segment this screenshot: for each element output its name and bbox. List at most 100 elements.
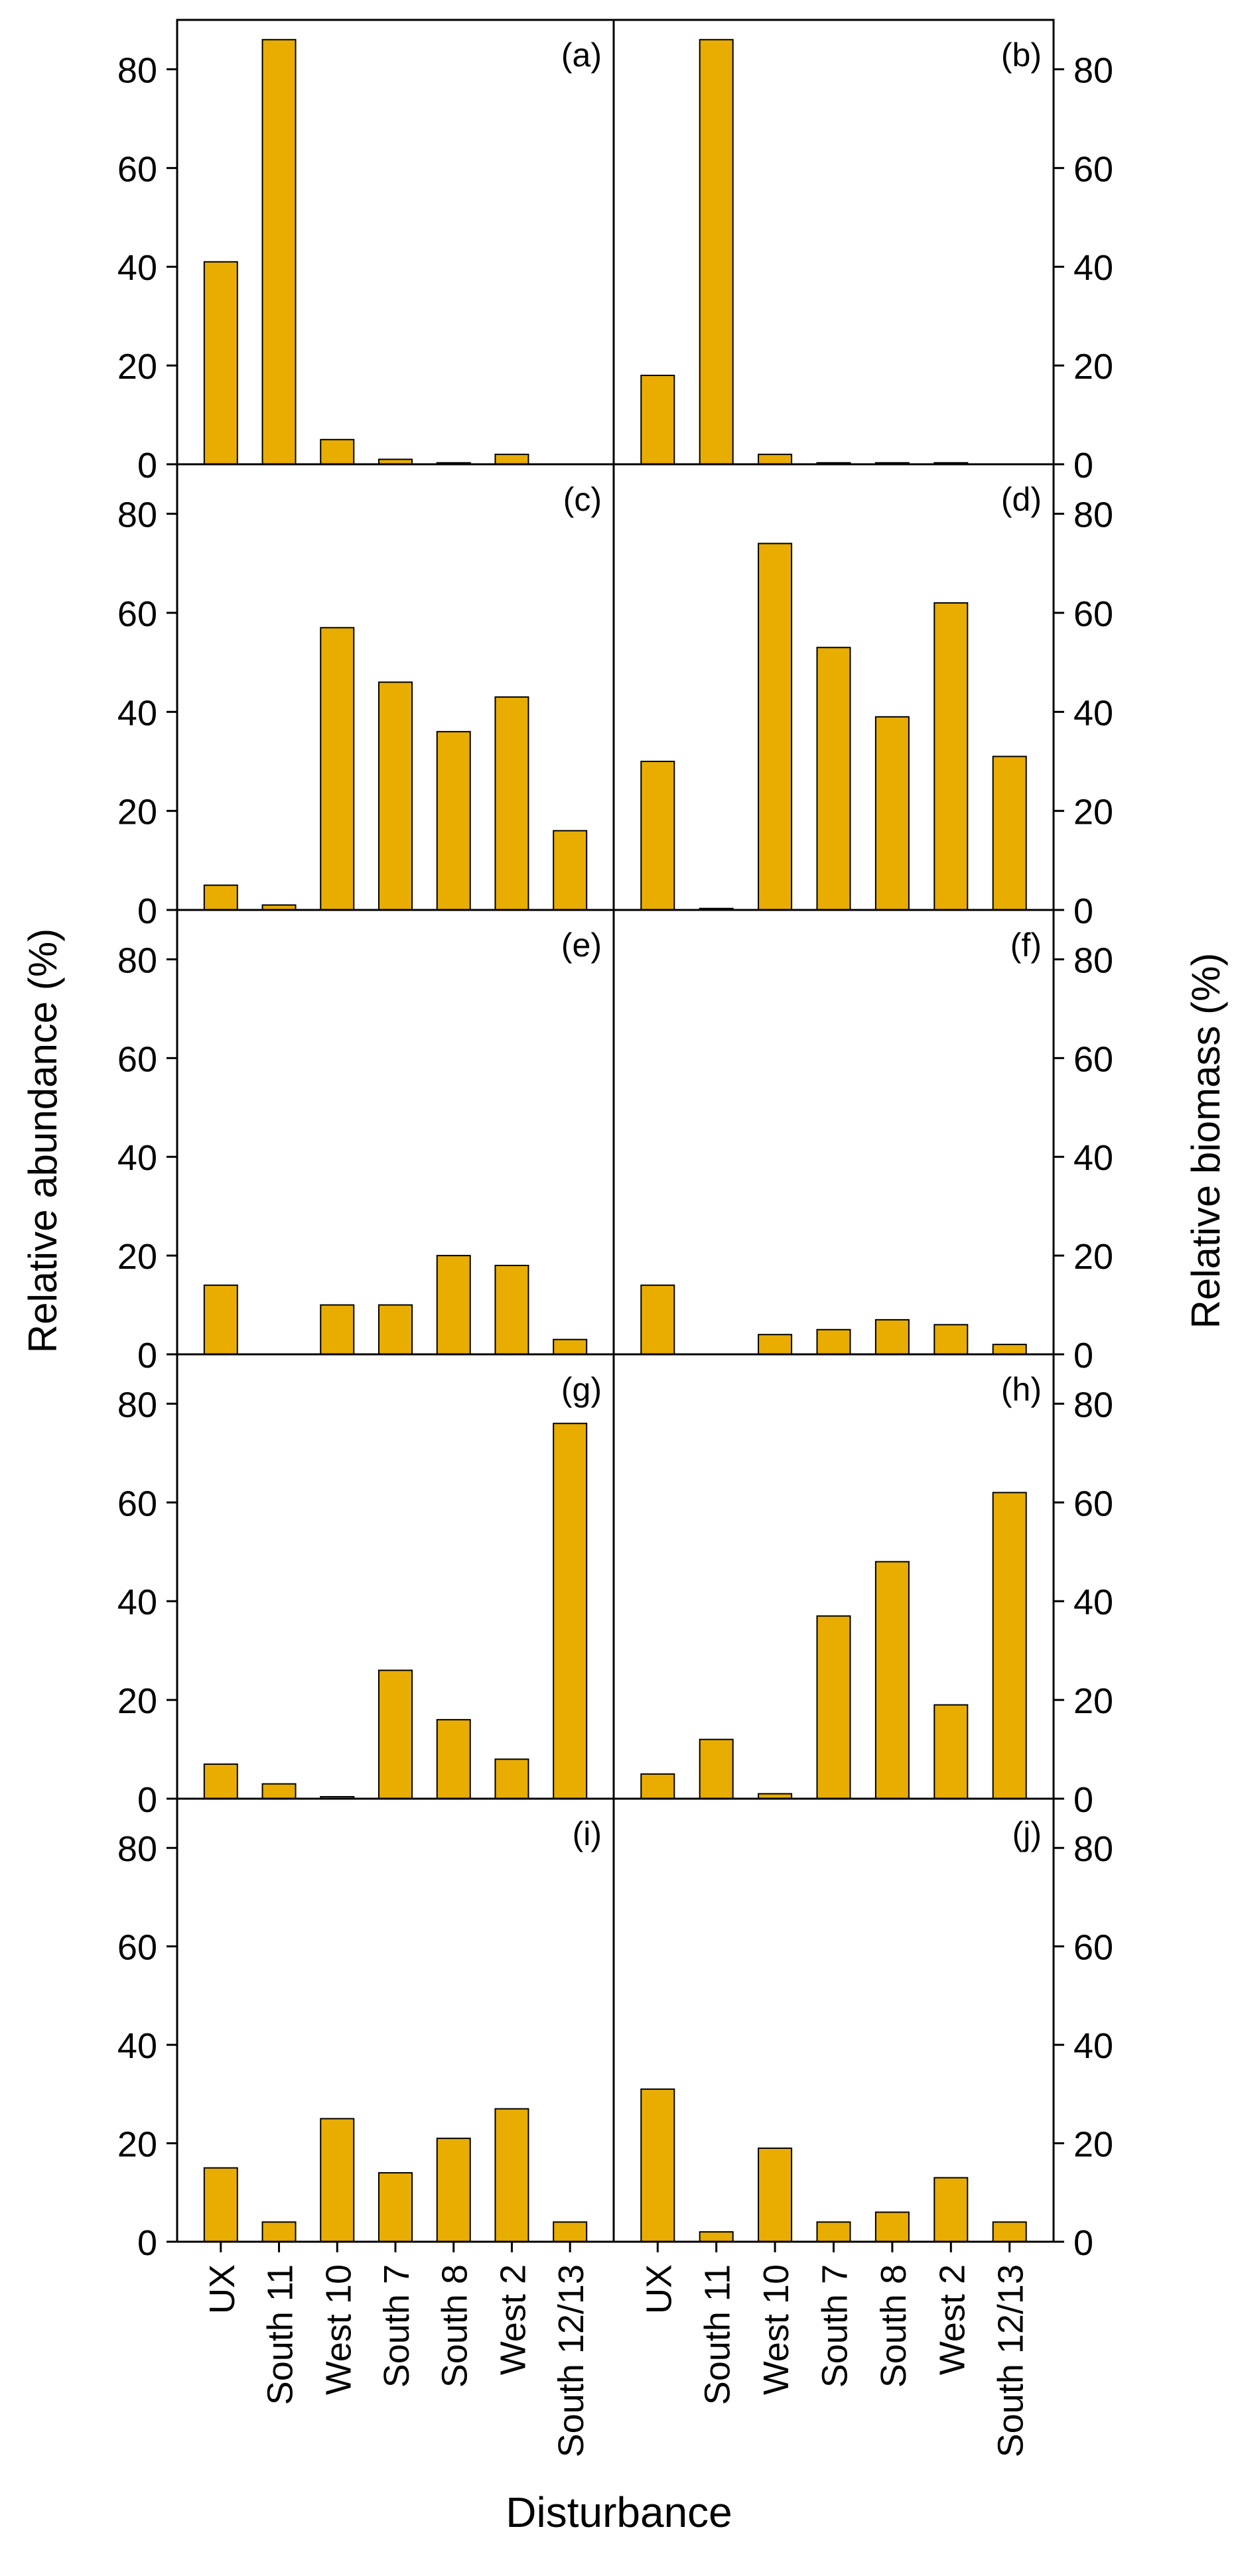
y-tick-label: 0 [1073,1336,1093,1376]
y-tick-label: 40 [117,1138,157,1178]
y-axis-label-right: Relative biomass (%) [1184,953,1228,1329]
panel-label: (e) [561,927,602,964]
panel-label: (a) [561,36,602,74]
bar-f-4 [816,1328,851,1356]
y-tick-label: 40 [117,2026,157,2066]
panel-i: 0 20 40 60 80 (i) UX South 11 West 10 South 7 Sout… [117,1797,615,2457]
bar-j-7 [992,2221,1027,2242]
bar-b-2 [699,38,734,466]
panels-group: 0 20 40 60 80 (a) 0 20 40 60 80 (b) 0 20 40 60 80 (c) 0 20 4… [117,19,1113,2457]
panel-j: 0 20 40 60 80 (j) UX South 11 West 10 South 7 Sout… [612,1797,1113,2457]
x-tick-label: South 11 [698,2264,738,2405]
y-tick-label: 20 [1073,347,1113,387]
y-tick-label: 80 [1073,495,1113,535]
bar-i-3 [320,2118,355,2242]
panel-b: 0 20 40 60 80 (b) [612,19,1113,485]
bar-g-1 [203,1763,238,1800]
bar-e-4 [378,1304,413,1355]
bar-h-6 [933,1704,969,1800]
y-tick-label: 60 [1073,149,1113,189]
y-tick-label: 20 [1073,793,1113,832]
y-tick-label: 60 [117,149,157,189]
bar-f-5 [874,1319,910,1356]
y-tick-label: 0 [137,1780,157,1820]
bar-g-4 [378,1669,413,1799]
bar-a-6 [494,454,529,465]
panel-label: (h) [1001,1371,1042,1408]
bar-d-7 [992,755,1027,911]
y-tick-label: 0 [1073,1780,1093,1820]
bar-h-5 [874,1561,910,1800]
bar-g-7 [553,1423,588,1799]
y-tick-label: 60 [1073,1484,1113,1523]
y-tick-label: 80 [117,495,157,535]
panel-frame [612,19,1055,466]
y-tick-label: 80 [117,50,157,90]
panel-label: (f) [1010,927,1042,964]
y-tick-label: 40 [1073,1138,1113,1178]
x-tick-label: South 8 [874,2264,914,2388]
y-tick-label: 0 [137,891,157,931]
x-tick-label: West 10 [756,2264,796,2395]
panel-frame [612,1797,1055,2243]
x-tick-label: South 11 [261,2264,301,2405]
x-tick-label: West 2 [493,2264,533,2375]
bar-d-5 [874,716,910,911]
x-tick-label: UX [202,2264,242,2314]
bar-g-5 [436,1718,471,1800]
bar-h-2 [699,1738,734,1800]
x-tick-label: West 2 [932,2264,972,2375]
bar-h-1 [640,1773,675,1800]
bar-j-2 [699,2231,734,2242]
y-tick-label: 0 [1073,891,1093,931]
bar-g-2 [261,1783,297,1800]
bar-d-1 [640,761,675,911]
bar-e-7 [553,1338,588,1355]
x-axis-label: Disturbance [506,2488,732,2536]
y-tick-label: 0 [1073,446,1093,485]
bar-j-6 [933,2177,969,2243]
bar-i-1 [203,2167,238,2243]
bar-j-1 [640,2088,675,2243]
y-tick-label: 20 [117,793,157,832]
y-tick-label: 80 [117,1385,157,1425]
bar-c-6 [494,696,529,911]
bar-i-2 [261,2221,297,2242]
bar-e-5 [436,1255,471,1355]
bar-f-7 [992,1344,1027,1355]
y-tick-label: 80 [117,940,157,980]
panel-h: 0 20 40 60 80 (h) [612,1353,1113,1820]
bar-j-4 [816,2221,851,2242]
bar-g-6 [494,1758,529,1799]
y-tick-label: 20 [117,1681,157,1721]
panel-e: 0 20 40 60 80 (e) [117,909,615,1376]
bar-i-4 [378,2172,413,2242]
y-tick-label: 80 [1073,50,1113,90]
y-tick-label: 0 [137,2223,157,2263]
bar-h-4 [816,1615,851,1800]
panel-c: 0 20 40 60 80 (c) [117,463,615,931]
panel-d: 0 20 40 60 80 (d) [612,463,1113,931]
y-tick-label: 20 [1073,1237,1113,1277]
y-tick-label: 40 [1073,1582,1113,1622]
x-tick-label: South 8 [435,2264,475,2388]
bar-b-3 [758,454,793,465]
bar-a-2 [261,38,297,466]
panel-frame [176,19,615,466]
bar-i-7 [553,2221,588,2242]
y-tick-label: 40 [117,248,157,288]
panel-frame [176,909,615,1356]
panel-f: 0 20 40 60 80 (f) [612,909,1113,1376]
bar-d-6 [933,602,969,911]
y-tick-label: 60 [1073,1928,1113,1968]
y-tick-label: 0 [137,446,157,485]
bar-c-7 [553,830,588,911]
x-tick-label: South 7 [815,2264,855,2388]
y-tick-label: 80 [1073,940,1113,980]
bar-f-3 [758,1334,793,1355]
bar-j-3 [758,2147,793,2242]
bar-a-1 [203,261,238,465]
y-tick-label: 60 [1073,594,1113,634]
panel-label: (b) [1001,36,1042,74]
